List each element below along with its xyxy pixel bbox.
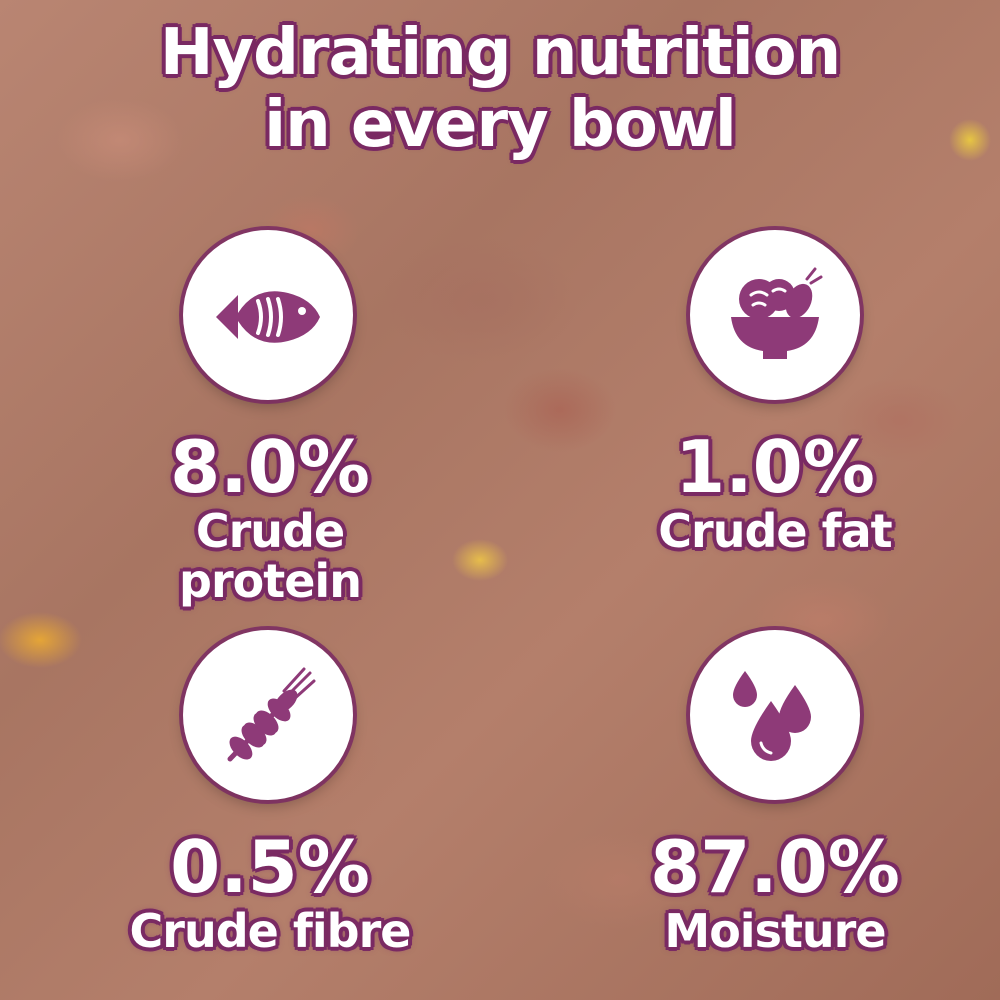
moisture-value: 87.0% bbox=[650, 825, 900, 909]
moisture-badge bbox=[690, 630, 860, 800]
water-drops-icon bbox=[733, 671, 811, 761]
protein-label: Crude protein bbox=[179, 503, 362, 609]
fat-value: 1.0% bbox=[675, 425, 875, 509]
protein-value: 8.0% bbox=[170, 425, 370, 509]
fat-label: Crude fat bbox=[658, 503, 892, 558]
protein-badge bbox=[183, 230, 353, 400]
wheat-icon bbox=[227, 667, 316, 762]
moisture-label: Moisture bbox=[664, 903, 886, 958]
fish-icon bbox=[216, 291, 320, 343]
fibre-value: 0.5% bbox=[170, 825, 370, 909]
title-line-2: in every bowl bbox=[264, 87, 737, 162]
title-line-1: Hydrating nutrition bbox=[159, 16, 841, 90]
fibre-label: Crude fibre bbox=[129, 903, 412, 958]
fat-badge bbox=[690, 230, 860, 400]
protein-stat: 8.0% Crude protein bbox=[100, 425, 440, 609]
page-title: Hydrating nutrition in every bowl bbox=[0, 16, 1000, 162]
fibre-badge bbox=[183, 630, 353, 800]
fat-stat: 1.0% Crude fat bbox=[610, 425, 940, 558]
moisture-stat: 87.0% Moisture bbox=[610, 825, 940, 958]
salad-bowl-icon bbox=[731, 267, 823, 359]
fibre-stat: 0.5% Crude fibre bbox=[100, 825, 440, 958]
